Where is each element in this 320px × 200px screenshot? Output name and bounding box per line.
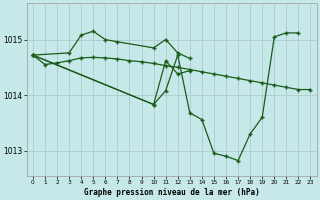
X-axis label: Graphe pression niveau de la mer (hPa): Graphe pression niveau de la mer (hPa) [84,188,260,197]
